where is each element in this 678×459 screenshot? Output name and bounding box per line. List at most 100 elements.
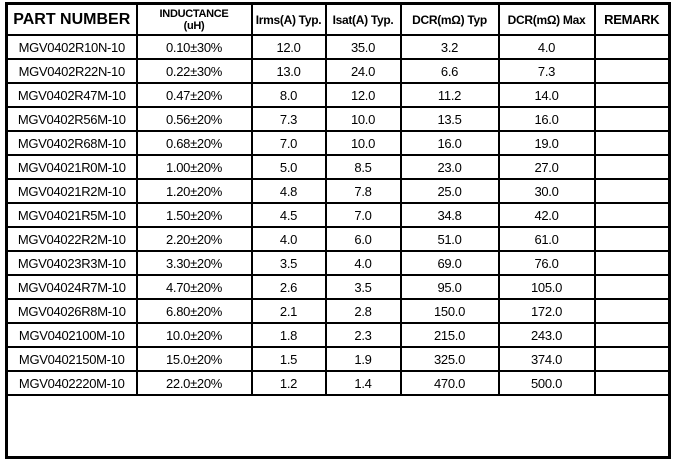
cell-remark xyxy=(593,274,671,300)
cell-isat: 10.0 xyxy=(324,130,402,156)
col-header-inductance: INDUCTANCE (uH) xyxy=(135,2,253,36)
table-row: MGV04022R2M-10 2.20±20% 4.0 6.0 51.0 61.0 xyxy=(5,226,671,252)
cell-remark xyxy=(593,250,671,276)
cell-inductance: 1.50±20% xyxy=(135,202,253,228)
cell-irms: 1.8 xyxy=(250,322,327,348)
cell-remark xyxy=(593,322,671,348)
cell-dcr-max: 27.0 xyxy=(497,154,596,180)
col-header-dcr-max: DCR(mΩ) Max xyxy=(497,2,596,36)
cell-isat: 1.4 xyxy=(324,370,402,396)
table-row: MGV04023R3M-10 3.30±20% 3.5 4.0 69.0 76.0 xyxy=(5,250,671,276)
cell-irms: 4.0 xyxy=(250,226,327,252)
cell-irms: 13.0 xyxy=(250,58,327,84)
cell-isat: 8.5 xyxy=(324,154,402,180)
cell-irms: 1.2 xyxy=(250,370,327,396)
cell-inductance: 2.20±20% xyxy=(135,226,253,252)
cell-irms: 8.0 xyxy=(250,82,327,108)
cell-inductance: 1.20±20% xyxy=(135,178,253,204)
cell-dcr-typ: 11.2 xyxy=(399,82,500,108)
cell-inductance: 6.80±20% xyxy=(135,298,253,324)
table-row: MGV04021R2M-10 1.20±20% 4.8 7.8 25.0 30.0 xyxy=(5,178,671,204)
cell-part-number: MGV0402R47M-10 xyxy=(5,82,138,108)
cell-part-number: MGV04021R2M-10 xyxy=(5,178,138,204)
note-row xyxy=(5,394,671,459)
cell-remark xyxy=(593,178,671,204)
cell-dcr-typ: 6.6 xyxy=(399,58,500,84)
table-header: PART NUMBER INDUCTANCE (uH) Irms(A) Typ.… xyxy=(5,2,671,36)
cell-part-number: MGV0402150M-10 xyxy=(5,346,138,372)
col-header-inductance-line1: INDUCTANCE xyxy=(159,7,229,20)
cell-remark xyxy=(593,130,671,156)
cell-dcr-max: 172.0 xyxy=(497,298,596,324)
cell-dcr-max: 7.3 xyxy=(497,58,596,84)
cell-irms: 5.0 xyxy=(250,154,327,180)
cell-part-number: MGV0402R68M-10 xyxy=(5,130,138,156)
cell-isat: 3.5 xyxy=(324,274,402,300)
cell-irms: 1.5 xyxy=(250,346,327,372)
note-cell xyxy=(5,394,671,459)
table-row: MGV0402150M-10 15.0±20% 1.5 1.9 325.0 374.0 xyxy=(5,346,671,372)
cell-inductance: 0.68±20% xyxy=(135,130,253,156)
cell-part-number: MGV04024R7M-10 xyxy=(5,274,138,300)
table-row: MGV0402R47M-10 0.47±20% 8.0 12.0 11.2 14.0 xyxy=(5,82,671,108)
cell-remark xyxy=(593,34,671,60)
cell-irms: 7.0 xyxy=(250,130,327,156)
table-row: MGV0402R22N-10 0.22±30% 13.0 24.0 6.6 7.3 xyxy=(5,58,671,84)
cell-dcr-max: 19.0 xyxy=(497,130,596,156)
cell-isat: 35.0 xyxy=(324,34,402,60)
cell-dcr-max: 105.0 xyxy=(497,274,596,300)
cell-dcr-typ: 150.0 xyxy=(399,298,500,324)
cell-irms: 4.8 xyxy=(250,178,327,204)
cell-inductance: 0.22±30% xyxy=(135,58,253,84)
cell-remark xyxy=(593,298,671,324)
cell-dcr-typ: 3.2 xyxy=(399,34,500,60)
cell-irms: 2.6 xyxy=(250,274,327,300)
cell-dcr-max: 243.0 xyxy=(497,322,596,348)
cell-part-number: MGV0402220M-10 xyxy=(5,370,138,396)
cell-dcr-typ: 69.0 xyxy=(399,250,500,276)
cell-inductance: 0.10±30% xyxy=(135,34,253,60)
cell-dcr-max: 76.0 xyxy=(497,250,596,276)
cell-irms: 7.3 xyxy=(250,106,327,132)
cell-dcr-max: 14.0 xyxy=(497,82,596,108)
cell-remark xyxy=(593,154,671,180)
cell-isat: 10.0 xyxy=(324,106,402,132)
table-row: MGV0402R56M-10 0.56±20% 7.3 10.0 13.5 16.0 xyxy=(5,106,671,132)
cell-isat: 2.8 xyxy=(324,298,402,324)
cell-inductance: 0.47±20% xyxy=(135,82,253,108)
table-row: MGV0402R68M-10 0.68±20% 7.0 10.0 16.0 19.0 xyxy=(5,130,671,156)
cell-remark xyxy=(593,226,671,252)
table-row: MGV0402100M-10 10.0±20% 1.8 2.3 215.0 243.0 xyxy=(5,322,671,348)
cell-dcr-typ: 34.8 xyxy=(399,202,500,228)
cell-irms: 3.5 xyxy=(250,250,327,276)
cell-irms: 12.0 xyxy=(250,34,327,60)
cell-isat: 7.8 xyxy=(324,178,402,204)
cell-remark xyxy=(593,58,671,84)
table-row: MGV0402220M-10 22.0±20% 1.2 1.4 470.0 500.0 xyxy=(5,370,671,396)
cell-dcr-max: 4.0 xyxy=(497,34,596,60)
col-header-part-number: PART NUMBER xyxy=(5,2,138,36)
table-row: MGV04024R7M-10 4.70±20% 2.6 3.5 95.0 105.0 xyxy=(5,274,671,300)
cell-remark xyxy=(593,106,671,132)
cell-remark xyxy=(593,346,671,372)
cell-part-number: MGV04023R3M-10 xyxy=(5,250,138,276)
cell-isat: 2.3 xyxy=(324,322,402,348)
col-header-inductance-line2: (uH) xyxy=(183,19,205,32)
datasheet-table-container: PART NUMBER INDUCTANCE (uH) Irms(A) Typ.… xyxy=(5,2,671,459)
cell-dcr-typ: 16.0 xyxy=(399,130,500,156)
cell-inductance: 3.30±20% xyxy=(135,250,253,276)
cell-inductance: 0.56±20% xyxy=(135,106,253,132)
cell-inductance: 15.0±20% xyxy=(135,346,253,372)
cell-dcr-max: 61.0 xyxy=(497,226,596,252)
cell-irms: 4.5 xyxy=(250,202,327,228)
cell-remark xyxy=(593,82,671,108)
cell-isat: 24.0 xyxy=(324,58,402,84)
cell-dcr-max: 30.0 xyxy=(497,178,596,204)
cell-part-number: MGV04022R2M-10 xyxy=(5,226,138,252)
cell-dcr-max: 16.0 xyxy=(497,106,596,132)
cell-dcr-typ: 325.0 xyxy=(399,346,500,372)
table-footer xyxy=(5,394,671,459)
table-row: MGV0402R10N-10 0.10±30% 12.0 35.0 3.2 4.0 xyxy=(5,34,671,60)
table-row: MGV04021R0M-10 1.00±20% 5.0 8.5 23.0 27.0 xyxy=(5,154,671,180)
col-header-isat: Isat(A) Typ. xyxy=(324,2,402,36)
